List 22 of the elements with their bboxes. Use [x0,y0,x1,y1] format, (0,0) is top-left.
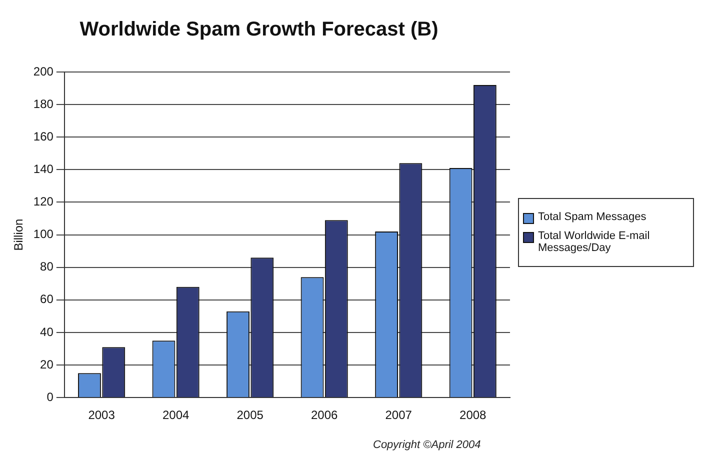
x-tick-label: 2003 [88,408,116,422]
x-tick-label: 2004 [162,408,190,422]
y-tick-label: 200 [33,64,54,78]
chart-title: Worldwide Spam Growth Forecast (B) [80,18,438,41]
y-tick-label: 100 [33,227,54,242]
x-tick-label: 2006 [310,408,338,422]
y-tick-label: 120 [33,194,54,209]
legend-label: Total Worldwide E-mail Messages/Day [538,230,651,254]
y-tick-label: 40 [40,324,54,339]
x-tick-label: 2007 [385,408,412,422]
y-tick-label: 140 [33,162,54,176]
y-tick-label: 60 [40,292,54,306]
x-tick-label: 2008 [460,408,487,422]
y-tick-label: 80 [40,260,54,274]
text: Copyright ©April 2004 [373,439,481,451]
y-axis-title: Billion [12,218,26,251]
y-tick-label: 0 [46,390,54,404]
y-tick-label: 180 [33,96,54,111]
y-tick-label: 160 [33,129,54,144]
legend-label: Total Spam Messages [538,210,646,222]
y-tick-label: 20 [40,357,54,372]
x-tick-label: 2005 [236,408,264,422]
